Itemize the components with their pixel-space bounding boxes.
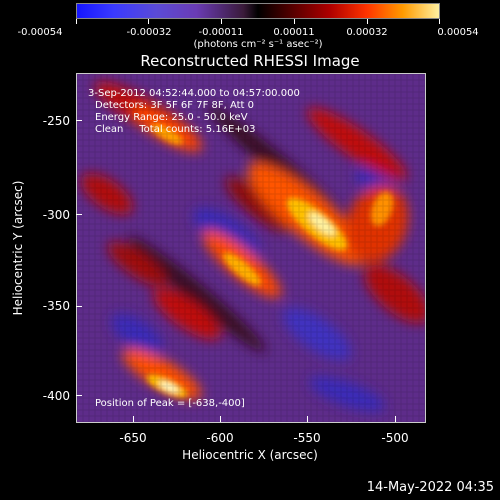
- x-tick-label: -650: [119, 431, 147, 445]
- colorbar-tick: [148, 19, 149, 24]
- x-tick-label: -600: [206, 431, 234, 445]
- render-timestamp: 14-May-2022 04:35: [366, 480, 494, 495]
- colorbar-label: 0.00032: [346, 27, 388, 38]
- y-tick: [76, 395, 82, 396]
- colorbar-tick: [439, 19, 440, 24]
- colorbar-label: -0.00054: [17, 27, 63, 38]
- y-tick-label: -350: [42, 299, 70, 313]
- x-tick-label: -550: [293, 431, 321, 445]
- x-tick: [307, 416, 308, 422]
- colorbar-label: -0.00032: [126, 27, 172, 38]
- observation-time: 3-Sep-2012 04:52:44.000 to 04:57:00.000: [88, 88, 300, 99]
- y-tick: [76, 214, 82, 215]
- y-tick-label: -300: [42, 208, 70, 222]
- y-tick-label: -250: [42, 114, 70, 128]
- clean-counts: Clean Total counts: 5.16E+03: [95, 124, 256, 135]
- colorbar-label: 0.00011: [273, 27, 315, 38]
- y-tick-label: -400: [42, 389, 70, 403]
- y-axis-title: Heliocentric Y (arcsec): [11, 180, 25, 316]
- plot-title: Reconstructed RHESSI Image: [140, 52, 360, 70]
- peak-position: Position of Peak = [-638,-400]: [95, 398, 245, 409]
- colorbar-tick: [294, 19, 295, 24]
- colorbar: [76, 3, 440, 19]
- colorbar-tick: [367, 19, 368, 24]
- x-tick: [220, 416, 221, 422]
- y-tick: [76, 306, 82, 307]
- colorbar-label: 0.00054: [437, 27, 479, 38]
- y-tick: [76, 120, 82, 121]
- colorbar-tick: [76, 19, 77, 24]
- detectors-info: Detectors: 3F 5F 6F 7F 8F, Att 0: [95, 100, 255, 111]
- colorbar-tick: [221, 19, 222, 24]
- colorbar-label: -0.00011: [198, 27, 244, 38]
- x-tick-label: -500: [381, 431, 409, 445]
- x-tick: [133, 416, 134, 422]
- x-axis-title: Heliocentric X (arcsec): [182, 448, 318, 462]
- colorbar-unit: (photons cm⁻² s⁻¹ asec⁻²): [193, 39, 323, 50]
- x-tick: [395, 416, 396, 422]
- solar-image: [76, 73, 426, 423]
- solar-image-canvas: [77, 74, 425, 422]
- energy-range: Energy Range: 25.0 - 50.0 keV: [95, 112, 248, 123]
